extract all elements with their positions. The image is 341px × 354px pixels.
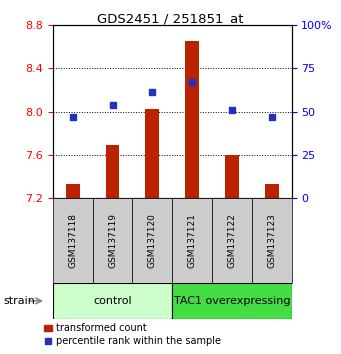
Text: TAC1 overexpressing: TAC1 overexpressing bbox=[174, 296, 290, 306]
Bar bbox=[185, 41, 199, 198]
Text: GSM137118: GSM137118 bbox=[68, 213, 77, 268]
Bar bbox=[172, 198, 212, 283]
Bar bbox=[225, 155, 239, 198]
Text: GSM137119: GSM137119 bbox=[108, 213, 117, 268]
Bar bbox=[132, 198, 172, 283]
Legend: transformed count, percentile rank within the sample: transformed count, percentile rank withi… bbox=[44, 324, 221, 346]
Bar bbox=[53, 283, 172, 319]
Text: strain: strain bbox=[3, 296, 35, 306]
Bar bbox=[145, 109, 159, 198]
Text: GSM137120: GSM137120 bbox=[148, 213, 157, 268]
Bar bbox=[106, 145, 119, 198]
Bar bbox=[53, 198, 93, 283]
Bar bbox=[212, 198, 252, 283]
Text: GSM137122: GSM137122 bbox=[227, 213, 236, 268]
Text: GSM137121: GSM137121 bbox=[188, 213, 197, 268]
Text: GSM137123: GSM137123 bbox=[267, 213, 276, 268]
Bar bbox=[93, 198, 132, 283]
Bar bbox=[265, 184, 279, 198]
Bar bbox=[172, 283, 292, 319]
Text: control: control bbox=[93, 296, 132, 306]
Bar bbox=[66, 184, 80, 198]
Text: GDS2451 / 251851_at: GDS2451 / 251851_at bbox=[97, 12, 244, 25]
Bar bbox=[252, 198, 292, 283]
